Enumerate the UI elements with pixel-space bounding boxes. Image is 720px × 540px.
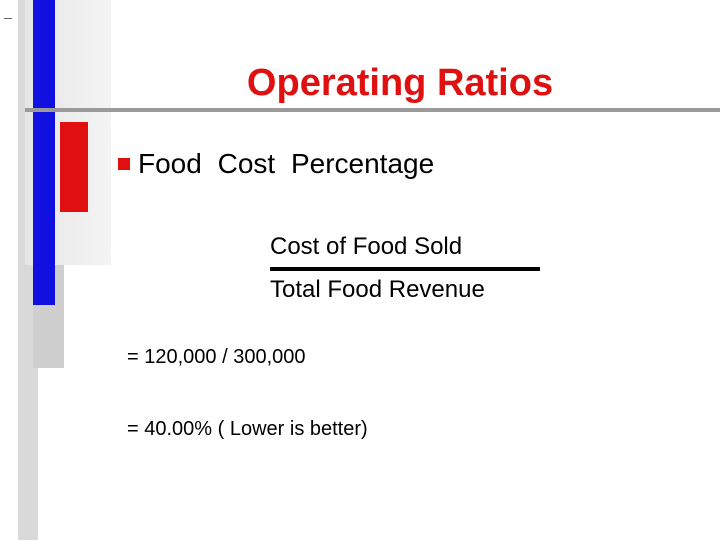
calculation: = 120,000 / 300,000 [127,346,306,368]
numerator: Cost of Food Sold [270,233,463,260]
bullet-marker [118,158,130,170]
slide-title: Operating Ratios [246,62,554,104]
denominator: Total Food Revenue [270,276,485,303]
title-rule [25,108,720,112]
red-block [60,122,88,212]
result: = 40.00% ( Lower is better) [127,418,368,440]
fraction-bar [270,267,540,271]
blue-bar [33,0,55,305]
corner-mark [4,18,12,19]
bullet-text: Food Cost Percentage [138,148,435,179]
